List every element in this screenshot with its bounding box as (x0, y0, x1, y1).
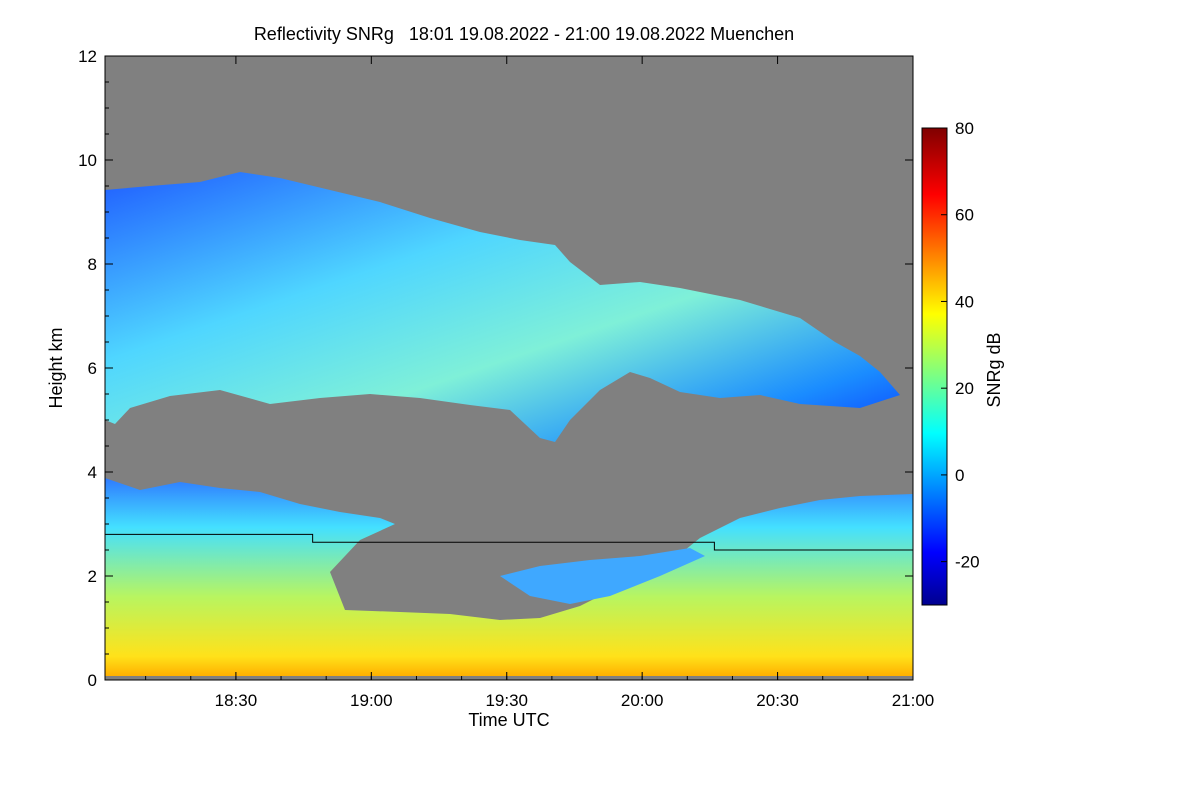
y-axis-label: Height km (46, 327, 66, 408)
boundary-line (105, 533, 913, 551)
colorbar-tick-label: 80 (955, 119, 974, 138)
lower-cloud-layer (105, 478, 913, 676)
mid-cloud-patch (500, 548, 705, 604)
data-layers (105, 172, 913, 676)
colorbar-label: SNRg dB (984, 332, 1004, 407)
x-tick-label: 20:30 (756, 691, 799, 710)
colorbar-tick-label: -20 (955, 553, 980, 572)
colorbar-tick-label: 40 (955, 292, 974, 311)
x-axis: 18:30 19:00 19:30 20:00 20:30 21:00 (145, 56, 935, 710)
y-tick-label: 12 (78, 47, 97, 66)
x-tick-label: 19:30 (485, 691, 528, 710)
y-tick-label: 4 (88, 463, 97, 482)
y-axis: 0 2 4 6 8 10 12 (78, 47, 913, 690)
y-tick-label: 6 (88, 359, 97, 378)
colorbar-tick-label: 20 (955, 379, 974, 398)
colorbar-ticks: -20 0 20 40 60 80 (941, 119, 980, 572)
y-tick-label: 2 (88, 567, 97, 586)
colorbar (921, 127, 948, 606)
x-axis-label: Time UTC (468, 710, 549, 730)
x-tick-label: 19:00 (350, 691, 393, 710)
y-tick-label: 0 (88, 671, 97, 690)
x-tick-label: 20:00 (621, 691, 664, 710)
y-tick-label: 8 (88, 255, 97, 274)
x-tick-label: 21:00 (892, 691, 935, 710)
upper-cloud-layer (105, 172, 900, 442)
colorbar-tick-label: 0 (955, 466, 964, 485)
y-tick-label: 10 (78, 151, 97, 170)
colorbar-tick-label: 60 (955, 206, 974, 225)
x-tick-label: 18:30 (215, 691, 258, 710)
chart-title: Reflectivity SNRg 18:01 19.08.2022 - 21:… (254, 24, 794, 44)
